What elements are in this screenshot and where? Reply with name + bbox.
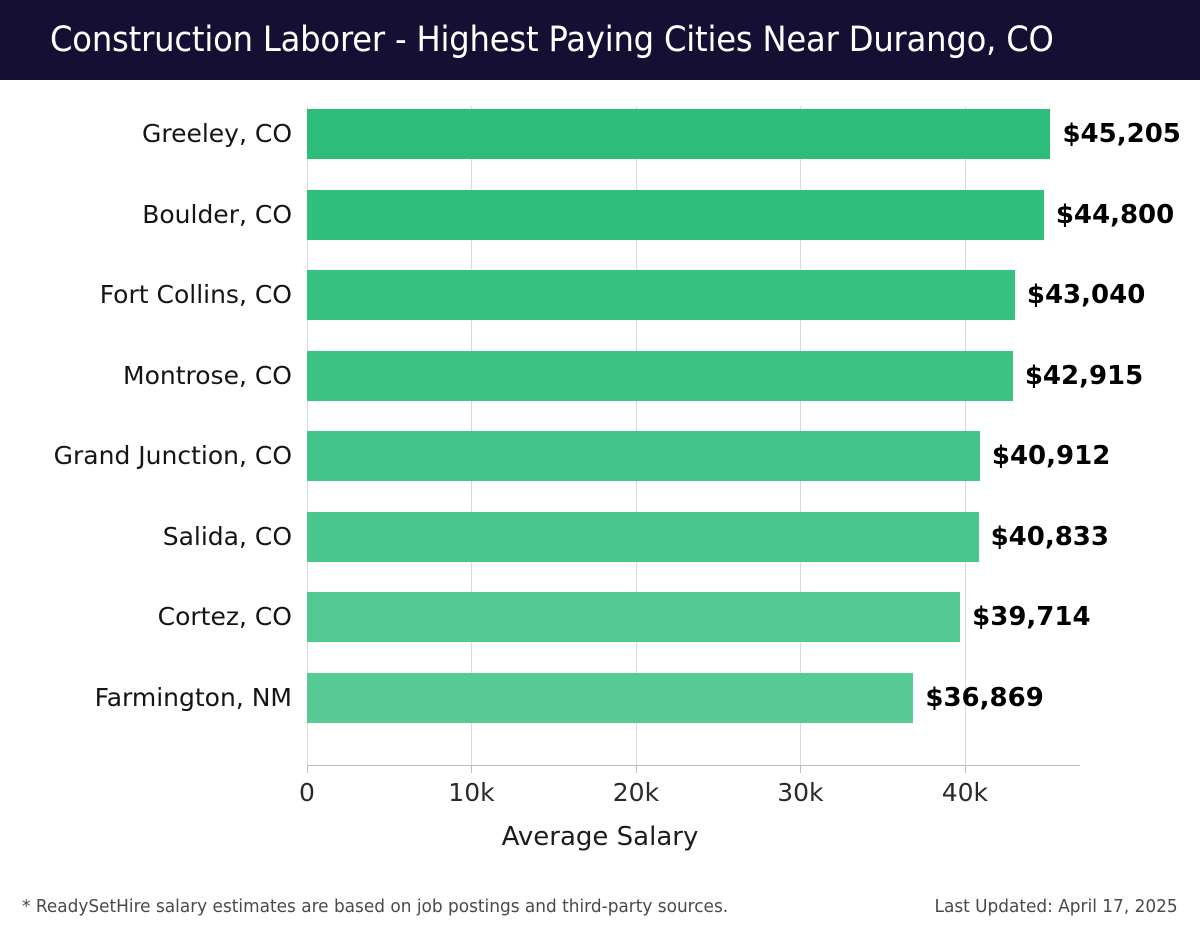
category-label: Cortez, CO — [157, 602, 292, 631]
chart-plot-area: Greeley, CO $45,205 Boulder, CO $44,800 Fort… — [0, 80, 1200, 870]
bar[interactable] — [307, 350, 1013, 401]
bar-value-label: $43,040 — [1026, 280, 1146, 310]
category-label: Farmington, NM — [94, 682, 292, 712]
category-label: Grand Junction, CO — [53, 441, 292, 470]
bar[interactable] — [307, 672, 914, 723]
bar[interactable] — [307, 109, 1051, 159]
x-tick-40k — [964, 766, 966, 773]
bar-value-label: $42,915 — [1024, 360, 1144, 391]
bar[interactable] — [307, 189, 1044, 240]
x-tick-10k — [471, 766, 473, 773]
x-tick-0 — [307, 766, 308, 773]
bar-value-label: $44,800 — [1055, 199, 1175, 230]
x-tick-20k — [635, 766, 637, 773]
page-title: Construction Laborer - Highest Paying Ci… — [50, 20, 1054, 60]
footer-disclaimer: * ReadySetHire salary estimates are base… — [22, 896, 729, 917]
x-tick-label-20k: 20k — [612, 778, 660, 807]
category-label: Fort Collins, CO — [99, 280, 292, 309]
bar-row[interactable]: Salida, CO $40,833 — [0, 510, 1200, 564]
category-label: Greeley, CO — [141, 119, 292, 148]
bar-row[interactable]: Cortez, CO $39,714 — [0, 590, 1200, 644]
x-tick-label-10k: 10k — [448, 778, 495, 807]
bar-row[interactable]: Farmington, NM $36,869 — [0, 671, 1200, 725]
chart-bars: Greeley, CO $45,205 Boulder, CO $44,800 Fort… — [0, 80, 1200, 770]
bar-value-label: $40,912 — [991, 441, 1111, 471]
bar-value-label: $36,869 — [925, 682, 1044, 713]
bar[interactable] — [307, 270, 1015, 320]
bar[interactable] — [307, 592, 961, 642]
x-tick-label-30k: 30k — [777, 778, 824, 807]
bar-value-label: $45,205 — [1062, 119, 1181, 149]
bar[interactable] — [307, 511, 979, 562]
bar-row[interactable]: Grand Junction, CO $40,912 — [0, 429, 1200, 483]
bar-value-label: $39,714 — [972, 602, 1091, 632]
x-tick-30k — [800, 766, 802, 773]
bar-row[interactable]: Fort Collins, CO $43,040 — [0, 268, 1200, 322]
bar-row[interactable]: Montrose, CO $42,915 — [0, 349, 1200, 403]
x-tick-label-40k: 40k — [941, 778, 989, 807]
x-axis-line — [307, 765, 1080, 766]
category-label: Boulder, CO — [142, 199, 292, 229]
bar[interactable] — [307, 431, 980, 481]
x-tick-label-0: 0 — [299, 778, 315, 807]
bar-row[interactable]: Greeley, CO $45,205 — [0, 107, 1200, 161]
footer-last-updated: Last Updated: April 17, 2025 — [934, 896, 1178, 917]
x-axis-title: Average Salary — [501, 822, 699, 852]
category-label: Montrose, CO — [123, 360, 292, 390]
category-label: Salida, CO — [162, 521, 292, 551]
bar-row[interactable]: Boulder, CO $44,800 — [0, 188, 1200, 242]
bar-value-label: $40,833 — [990, 521, 1109, 552]
header-bar: Construction Laborer - Highest Paying Ci… — [0, 0, 1200, 80]
